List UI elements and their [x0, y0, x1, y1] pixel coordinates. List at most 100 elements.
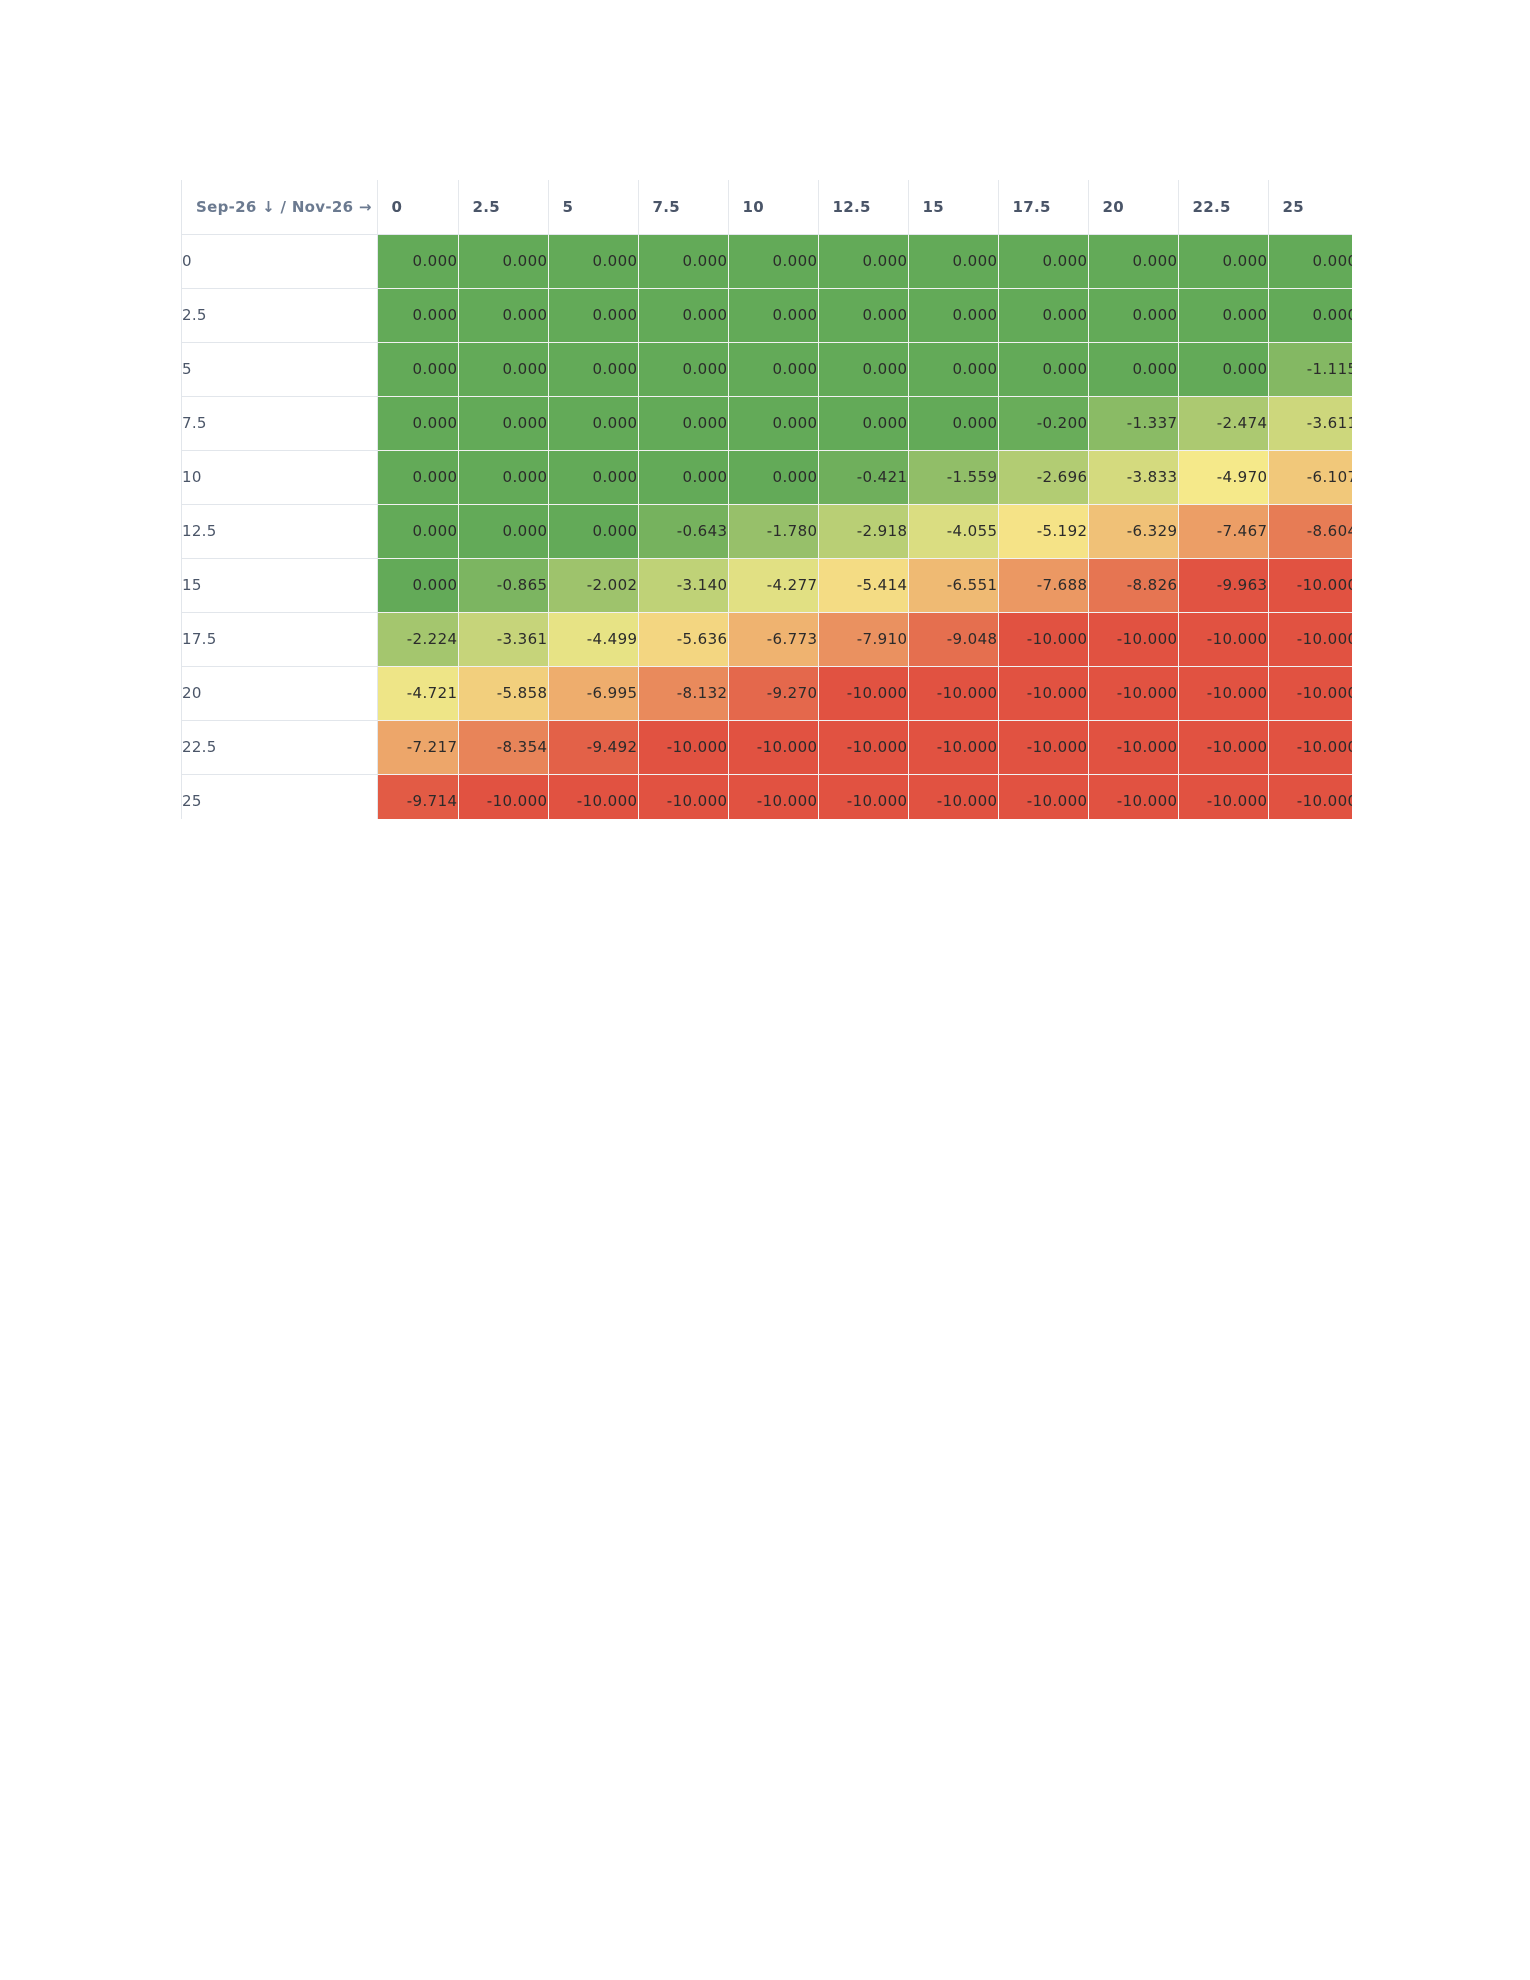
heatmap-cell: 0.000 — [377, 234, 459, 289]
heatmap-cell: 0.000 — [548, 234, 639, 289]
heatmap-cell: 0.000 — [728, 234, 819, 289]
row-header: 22.5 — [182, 720, 378, 775]
heatmap-cell: 0.000 — [728, 450, 819, 505]
row-header: 12.5 — [182, 504, 378, 559]
heatmap-cell: -10.000 — [1268, 666, 1352, 721]
heatmap-cell: -10.000 — [1178, 666, 1269, 721]
heatmap-cell: 0.000 — [458, 450, 549, 505]
table-row: 12.5 0.000 0.000 0.000 -0.643 -1.780 -2.918 -4.… — [182, 504, 1352, 559]
heatmap-cell: -10.000 — [1178, 774, 1269, 819]
heatmap-cell: 0.000 — [1268, 288, 1352, 343]
heatmap-cell: -10.000 — [908, 666, 999, 721]
heatmap-cell: -10.000 — [1268, 558, 1352, 613]
heatmap-cell: -2.002 — [548, 558, 639, 613]
heatmap-cell: -4.055 — [908, 504, 999, 559]
heatmap-cell: 0.000 — [638, 342, 729, 397]
heatmap-cell: 0.000 — [638, 396, 729, 451]
heatmap-cell: -10.000 — [908, 720, 999, 775]
heatmap-cell: -7.217 — [377, 720, 459, 775]
header-row: Sep-26 ↓ / Nov-26 → 0 2.5 5 7.5 10 12.5 15 17.5… — [182, 180, 1352, 235]
heatmap-cell: -0.865 — [458, 558, 549, 613]
heatmap-cell: 0.000 — [377, 342, 459, 397]
heatmap-cell: -5.414 — [818, 558, 909, 613]
heatmap-cell: 0.000 — [1088, 288, 1179, 343]
heatmap-cell: -7.467 — [1178, 504, 1269, 559]
heatmap-cell: 0.000 — [458, 504, 549, 559]
heatmap-cell: 0.000 — [998, 342, 1089, 397]
heatmap-cell: 0.000 — [377, 504, 459, 559]
heatmap-cell: -0.200 — [998, 396, 1089, 451]
heatmap-cell: -8.604 — [1268, 504, 1352, 559]
heatmap-cell: 0.000 — [1178, 342, 1269, 397]
row-header: 5 — [182, 342, 378, 397]
heatmap-cell: -5.858 — [458, 666, 549, 721]
heatmap-cell: -10.000 — [1088, 774, 1179, 819]
heatmap-cell: -10.000 — [1178, 720, 1269, 775]
heatmap-cell: -10.000 — [728, 774, 819, 819]
heatmap-cell: 0.000 — [548, 450, 639, 505]
heatmap-cell: -10.000 — [998, 612, 1089, 667]
heatmap-cell: -10.000 — [818, 666, 909, 721]
table-row: 5 0.000 0.000 0.000 0.000 0.000 0.000 0.000 0.00… — [182, 342, 1352, 397]
heatmap-cell: -10.000 — [728, 720, 819, 775]
heatmap-cell: 0.000 — [818, 288, 909, 343]
table-row: 0 0.000 0.000 0.000 0.000 0.000 0.000 0.000 0.00… — [182, 234, 1352, 289]
heatmap-cell: -5.192 — [998, 504, 1089, 559]
heatmap-cell: 0.000 — [548, 396, 639, 451]
heatmap-cell: 0.000 — [998, 234, 1089, 289]
column-header: 10 — [728, 180, 819, 235]
table-row: 2.5 0.000 0.000 0.000 0.000 0.000 0.000 0.000 0.… — [182, 288, 1352, 343]
heatmap-cell: 0.000 — [458, 342, 549, 397]
heatmap-cell: -5.636 — [638, 612, 729, 667]
heatmap-cell: -10.000 — [638, 720, 729, 775]
heatmap-cell: -10.000 — [1088, 612, 1179, 667]
heatmap-cell: 0.000 — [548, 288, 639, 343]
heatmap-cell: -1.780 — [728, 504, 819, 559]
heatmap-cell: 0.000 — [1088, 342, 1179, 397]
heatmap-cell: -7.688 — [998, 558, 1089, 613]
heatmap-cell: -10.000 — [1088, 666, 1179, 721]
heatmap-cell: -8.132 — [638, 666, 729, 721]
heatmap-cell: 0.000 — [998, 288, 1089, 343]
heatmap-cell: 0.000 — [458, 396, 549, 451]
heatmap-cell: -0.643 — [638, 504, 729, 559]
column-header: 12.5 — [818, 180, 909, 235]
heatmap-cell: 0.000 — [458, 288, 549, 343]
heatmap-cell: 0.000 — [377, 288, 459, 343]
heatmap-cell: -10.000 — [1178, 612, 1269, 667]
heatmap-cell: -8.354 — [458, 720, 549, 775]
row-header: 10 — [182, 450, 378, 505]
column-header: 25 — [1268, 180, 1352, 235]
row-header: 0 — [182, 234, 378, 289]
heatmap-cell: -2.474 — [1178, 396, 1269, 451]
column-header: 20 — [1088, 180, 1179, 235]
heatmap-cell: -6.107 — [1268, 450, 1352, 505]
heatmap-cell: -3.611 — [1268, 396, 1352, 451]
heatmap-cell: -10.000 — [908, 774, 999, 819]
corner-label: Sep-26 ↓ / Nov-26 → — [182, 180, 378, 235]
row-header: 25 — [182, 774, 378, 819]
heatmap-cell: -3.140 — [638, 558, 729, 613]
table-row: 7.5 0.000 0.000 0.000 0.000 0.000 0.000 0.000 -0… — [182, 396, 1352, 451]
heatmap-body: 0 0.000 0.000 0.000 0.000 0.000 0.000 0.000 0.00… — [182, 234, 1352, 819]
heatmap-cell: -3.361 — [458, 612, 549, 667]
column-header: 17.5 — [998, 180, 1089, 235]
row-header: 15 — [182, 558, 378, 613]
heatmap-cell: 0.000 — [1088, 234, 1179, 289]
heatmap-cell: 0.000 — [728, 396, 819, 451]
column-header: 7.5 — [638, 180, 729, 235]
heatmap-cell: -3.833 — [1088, 450, 1179, 505]
column-header: 0 — [377, 180, 459, 235]
heatmap-cell: 0.000 — [908, 234, 999, 289]
row-header: 17.5 — [182, 612, 378, 667]
table-row: 15 0.000 -0.865 -2.002 -3.140 -4.277 -5.414 -6.… — [182, 558, 1352, 613]
heatmap-cell: -9.714 — [377, 774, 459, 819]
heatmap-cell: 0.000 — [377, 450, 459, 505]
table-row: 20 -4.721 -5.858 -6.995 -8.132 -9.270 -10.000-… — [182, 666, 1352, 721]
heatmap-cell: 0.000 — [908, 396, 999, 451]
heatmap-cell: 0.000 — [1268, 234, 1352, 289]
heatmap-cell: -9.963 — [1178, 558, 1269, 613]
heatmap-cell: -10.000 — [1088, 720, 1179, 775]
heatmap-cell: -4.721 — [377, 666, 459, 721]
table-row: 22.5 -7.217 -8.354 -9.492 -10.000 -10.000 -10.… — [182, 720, 1352, 775]
